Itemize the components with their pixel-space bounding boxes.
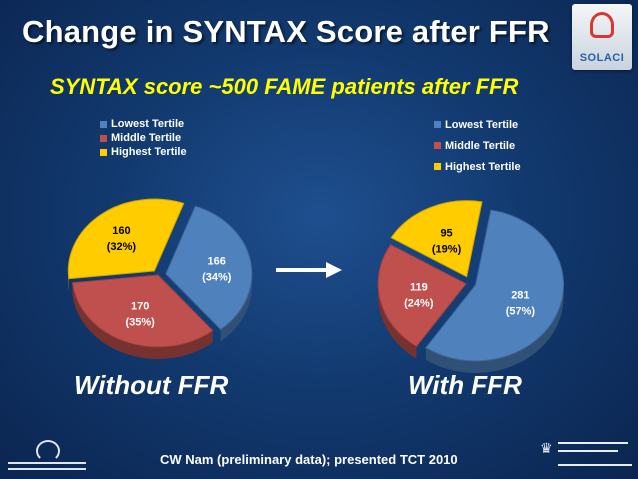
solaci-logo-text: SOLACI	[579, 52, 625, 64]
logo-rule	[558, 464, 632, 466]
slice-percent-label: (24%)	[404, 298, 434, 310]
legend-item: Highest Tertile	[100, 145, 187, 159]
slide-title: Change in SYNTAX Score after FFR	[22, 14, 550, 49]
logo-rule	[558, 442, 628, 444]
arrow-right-icon	[276, 262, 342, 278]
legend-item: Lowest Tertile	[434, 114, 521, 135]
pie-slice-middle	[71, 274, 214, 348]
slice-percent-label: (19%)	[432, 244, 462, 256]
legend-item: Middle Tertile	[434, 135, 521, 156]
legend-label: Middle Tertile	[111, 132, 182, 144]
legend-with-ffr: Lowest Tertile Middle Tertile Highest Te…	[434, 114, 521, 177]
legend-item: Middle Tertile	[100, 131, 187, 145]
legend-swatch-middle	[434, 142, 441, 149]
pie-slice-highest	[390, 200, 483, 278]
solaci-mark-icon	[590, 12, 614, 38]
panel-label-with-ffr: With FFR	[408, 370, 522, 400]
pie-slice-side-lowest	[220, 273, 252, 342]
legend-swatch-highest	[434, 163, 441, 170]
legend-item: Highest Tertile	[434, 156, 521, 177]
pie-slice-highest	[67, 198, 185, 280]
logo-rule	[558, 450, 618, 452]
slice-percent-label: (35%)	[125, 317, 155, 329]
legend-label: Highest Tertile	[111, 146, 187, 158]
pie-chart-with-ffr: 281 (57%) 119 (24%) 95 (19%)	[377, 200, 565, 373]
panel-label-without-ffr: Without FFR	[74, 370, 229, 400]
pie-slice-lowest	[425, 209, 565, 362]
slice-value-label: 170	[131, 301, 149, 313]
solaci-logo: SOLACI	[572, 4, 632, 70]
slice-percent-label: (32%)	[107, 241, 137, 253]
legend-label: Lowest Tertile	[111, 118, 185, 130]
legend-swatch-lowest	[434, 121, 441, 128]
crf-logo-rule	[8, 468, 86, 470]
slice-value-label: 281	[511, 290, 529, 302]
crown-icon: ♛	[540, 440, 553, 456]
slice-percent-label: (57%)	[506, 306, 536, 318]
slice-value-label: 95	[440, 228, 452, 240]
slice-value-label: 160	[112, 225, 130, 237]
crf-logo	[8, 440, 88, 476]
pie-slice-middle	[377, 244, 467, 348]
columbia-nyp-logo: ♛	[540, 436, 636, 476]
slice-percent-label: (34%)	[202, 272, 232, 284]
pie-slice-lowest	[165, 205, 253, 331]
pie-slice-side-middle	[72, 282, 213, 359]
crf-logo-rule	[8, 462, 86, 464]
pie-slice-side-middle	[378, 283, 417, 359]
legend-label: Middle Tertile	[445, 139, 516, 152]
legend-swatch-lowest	[100, 120, 107, 128]
pie-slice-side-lowest	[425, 284, 564, 373]
legend-label: Highest Tertile	[445, 160, 521, 173]
slice-value-label: 166	[208, 256, 226, 268]
legend-swatch-highest	[100, 148, 107, 156]
slice-value-label: 119	[410, 282, 428, 294]
legend-without-ffr: Lowest Tertile Middle Tertile Highest Te…	[100, 117, 187, 159]
pie-chart-without-ffr: 166 (34%) 170 (35%) 160 (32%)	[67, 198, 253, 359]
slide-subtitle: SYNTAX score ~500 FAME patients after FF…	[50, 74, 519, 99]
footer-citation: CW Nam (preliminary data); presented TCT…	[160, 452, 458, 467]
legend-label: Lowest Tertile	[445, 118, 519, 131]
crf-mark-icon	[36, 440, 60, 462]
legend-swatch-middle	[100, 134, 107, 142]
legend-item: Lowest Tertile	[100, 117, 187, 131]
